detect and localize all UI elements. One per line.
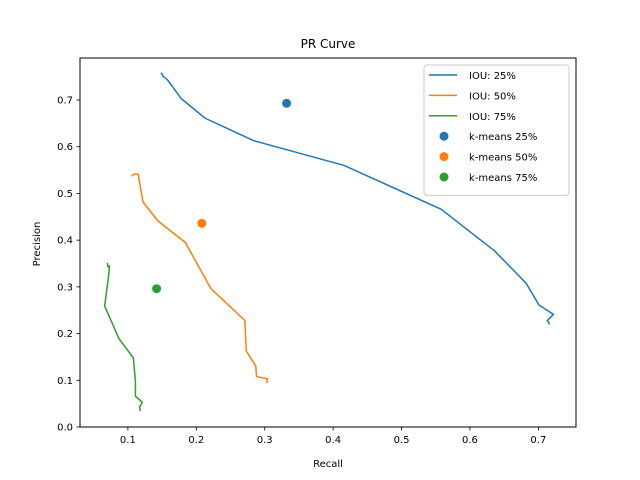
scatter-point-4-0 <box>197 218 207 228</box>
scatter-point-5-0 <box>152 284 162 294</box>
legend-entry-label: k-means 50% <box>469 153 537 164</box>
y-tick-label: 0.0 <box>57 423 73 434</box>
y-axis-ticks: 0.0 0.1 0.2 0.3 0.4 0.5 0.6 0.7 <box>57 96 80 434</box>
y-tick-label: 0.4 <box>57 236 73 247</box>
series-layer <box>103 72 555 412</box>
y-axis-label: Precision <box>32 222 43 267</box>
legend-marker-swatch <box>439 172 449 182</box>
y-tick-label: 0.2 <box>57 329 73 340</box>
y-tick-label: 0.1 <box>57 376 73 387</box>
legend-marker-swatch <box>439 152 449 162</box>
chart-title: PR Curve <box>301 37 356 51</box>
y-tick-label: 0.5 <box>57 189 73 200</box>
x-tick-label: 0.6 <box>462 435 478 446</box>
y-tick-label: 0.3 <box>57 282 73 293</box>
x-tick-label: 0.1 <box>120 435 136 446</box>
legend-entry-label: IOU: 50% <box>469 91 516 102</box>
x-tick-label: 0.5 <box>394 435 410 446</box>
legend-entry-label: IOU: 25% <box>469 71 516 82</box>
y-tick-label: 0.6 <box>57 142 73 153</box>
x-tick-label: 0.3 <box>257 435 273 446</box>
legend: IOU: 25% IOU: 50% IOU: 75% k-means 25% k-mea… <box>423 64 570 196</box>
x-tick-label: 0.7 <box>530 435 546 446</box>
plot-area: 0.1 0.2 0.3 0.4 0.5 0.6 0.7 0.0 0.1 0.2 0.3 0.4 0.5… <box>57 57 577 446</box>
x-tick-label: 0.2 <box>188 435 204 446</box>
axes-frame <box>79 57 577 428</box>
legend-box <box>423 64 570 196</box>
legend-marker-swatch <box>439 131 449 141</box>
scatter-point-3-0 <box>282 98 292 108</box>
x-tick-label: 0.4 <box>325 435 341 446</box>
x-axis-ticks: 0.1 0.2 0.3 0.4 0.5 0.6 0.7 <box>120 427 546 446</box>
legend-entry-label: k-means 75% <box>469 173 537 184</box>
legend-entry-label: IOU: 75% <box>469 112 516 123</box>
legend-entry-label: k-means 25% <box>469 132 537 143</box>
series-line-2 <box>103 262 144 412</box>
series-line-1 <box>130 173 269 384</box>
x-axis-label: Recall <box>313 459 343 470</box>
series-line-0 <box>160 72 555 325</box>
y-tick-label: 0.7 <box>57 96 73 107</box>
